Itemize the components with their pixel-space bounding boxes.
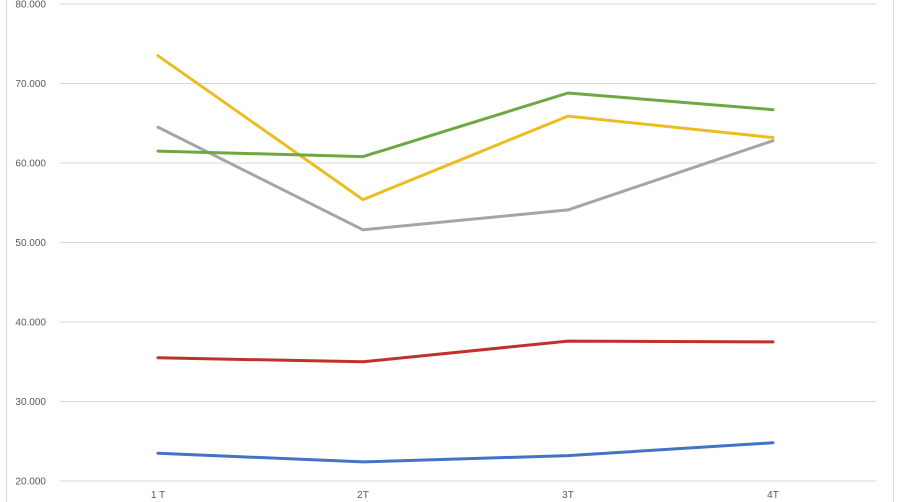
chart-frame-right-border — [893, 0, 894, 502]
series-line-2 — [156, 339, 775, 364]
y-tick-label: 60.000 — [15, 159, 46, 170]
y-tick-label: 80.000 — [15, 0, 46, 11]
chart-frame-left-border — [6, 0, 7, 502]
y-tick-label: 70.000 — [15, 79, 46, 90]
gridlines — [60, 3, 876, 482]
series-lines — [156, 54, 775, 464]
x-tick-label: 3T — [562, 490, 574, 501]
y-tick-label: 50.000 — [15, 238, 46, 249]
x-tick-label: 1 T — [151, 490, 165, 501]
y-axis: 20.000 30.000 40.000 50.000 60.000 70.000 80.0… — [15, 0, 46, 488]
series-line-4 — [156, 54, 775, 202]
y-tick-label: 40.000 — [15, 318, 46, 329]
series-line-3 — [156, 125, 775, 232]
y-tick-label: 30.000 — [15, 397, 46, 408]
x-tick-label: 4T — [767, 490, 779, 501]
series-line-1 — [156, 441, 775, 464]
x-axis: 1 T 2T 3T 4T — [151, 490, 779, 501]
series-line-5 — [156, 91, 775, 159]
y-tick-label: 20.000 — [15, 477, 46, 488]
x-tick-label: 2T — [357, 490, 369, 501]
